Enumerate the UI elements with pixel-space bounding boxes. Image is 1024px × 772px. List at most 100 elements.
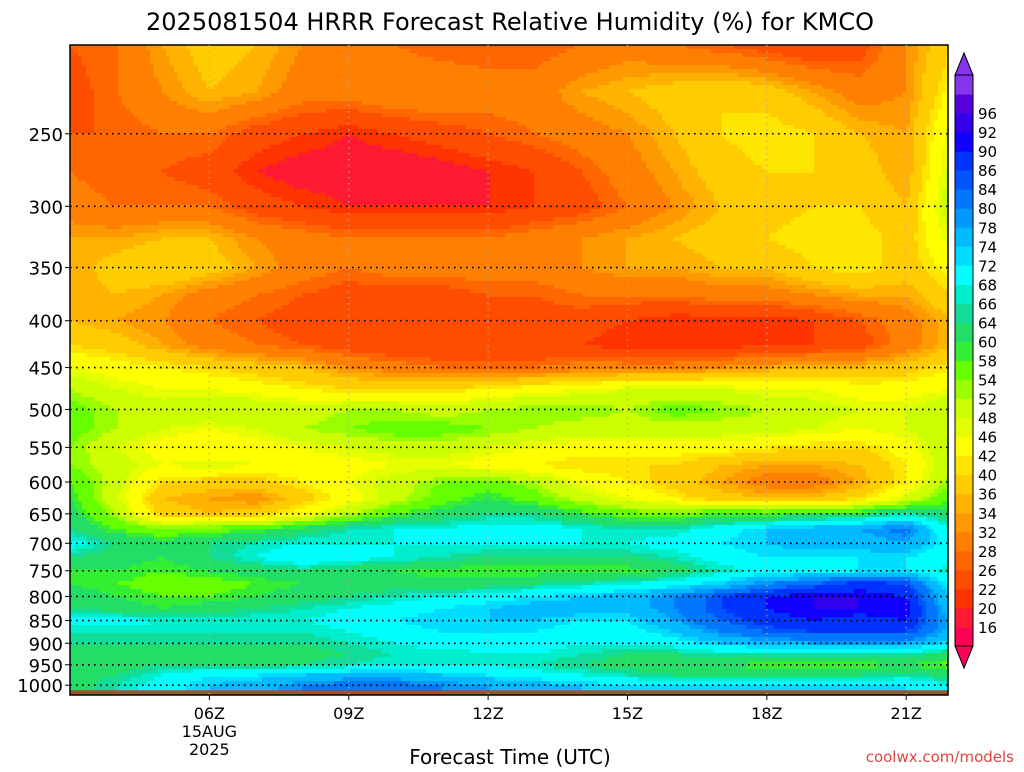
rh-cell [302,113,307,118]
rh-cell [406,121,411,126]
rh-cell [818,93,823,98]
rh-cell [822,93,827,98]
rh-cell [554,85,559,90]
rh-cell [706,105,711,110]
rh-cell [866,85,871,90]
rh-cell [322,117,327,122]
rh-cell [146,113,151,118]
rh-cell [274,117,279,122]
rh-cell [310,129,315,134]
rh-cell [154,81,159,86]
rh-cell [722,109,727,114]
rh-cell [858,61,863,66]
rh-cell [746,65,751,70]
rh-cell [310,73,315,78]
rh-cell [322,77,327,82]
rh-cell [322,73,327,78]
rh-cell [510,53,515,58]
rh-cell [166,85,171,90]
rh-cell [94,81,99,86]
rh-cell [374,97,379,102]
rh-cell [402,81,407,86]
rh-cell [222,89,227,94]
rh-cell [314,125,319,130]
rh-cell [82,97,87,102]
rh-cell [226,117,231,122]
rh-cell [426,105,431,110]
rh-cell [510,121,515,126]
rh-cell [238,129,243,134]
rh-cell [714,93,719,98]
rh-cell [174,65,179,70]
rh-cell [706,109,711,114]
rh-cell [742,121,747,126]
rh-cell [574,93,579,98]
rh-cell [694,85,699,90]
rh-cell [466,81,471,86]
rh-cell [890,49,895,54]
rh-cell [302,85,307,90]
rh-cell [218,73,223,78]
rh-cell [254,129,259,134]
rh-cell [662,81,667,86]
rh-cell [530,65,535,70]
rh-cell [462,85,467,90]
rh-cell [278,117,283,122]
rh-cell [174,105,179,110]
rh-cell [194,97,199,102]
rh-cell [578,77,583,82]
rh-cell [226,125,231,130]
rh-cell [698,105,703,110]
rh-cell [454,81,459,86]
rh-cell [138,97,143,102]
rh-cell [402,113,407,118]
rh-cell [918,89,923,94]
rh-cell [290,81,295,86]
rh-cell [562,53,567,58]
rh-cell [938,53,943,58]
rh-cell [166,93,171,98]
rh-cell [926,117,931,122]
rh-cell [942,117,947,122]
rh-cell [226,57,231,62]
rh-cell [918,101,923,106]
rh-cell [758,49,763,54]
rh-cell [914,61,919,66]
rh-cell [306,53,311,58]
rh-cell [498,69,503,74]
rh-cell [646,85,651,90]
rh-cell [798,101,803,106]
rh-cell [598,97,603,102]
rh-cell [442,117,447,122]
rh-cell [386,53,391,58]
rh-cell [390,129,395,134]
rh-cell [586,89,591,94]
rh-cell [158,101,163,106]
rh-cell [162,129,167,134]
rh-cell [882,125,887,130]
rh-cell [818,61,823,66]
rh-cell [646,77,651,82]
rh-cell [818,81,823,86]
rh-cell [202,121,207,126]
rh-cell [446,101,451,106]
rh-cell [698,97,703,102]
rh-cell [854,65,859,70]
rh-cell [458,105,463,110]
rh-cell [738,97,743,102]
rh-cell [334,85,339,90]
rh-cell [866,61,871,66]
rh-cell [402,93,407,98]
rh-cell [914,73,919,78]
rh-cell [414,125,419,130]
rh-cell [690,121,695,126]
rh-cell [706,65,711,70]
rh-cell [786,121,791,126]
rh-cell [362,97,367,102]
rh-cell [82,89,87,94]
rh-cell [362,61,367,66]
rh-cell [366,125,371,130]
rh-cell [234,121,239,126]
rh-cell [278,65,283,70]
rh-cell [650,97,655,102]
